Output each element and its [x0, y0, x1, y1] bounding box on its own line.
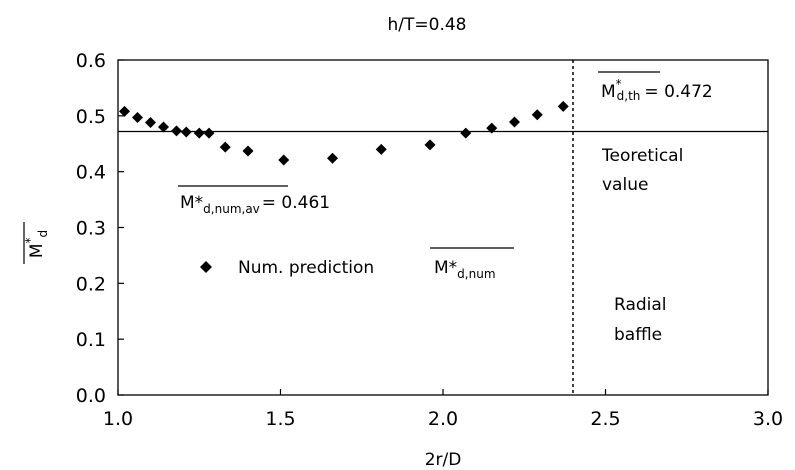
data-point: [145, 117, 156, 129]
theoretical-sup: *: [616, 77, 622, 91]
legend-symbol-sub: d,num: [457, 267, 495, 281]
data-point: [203, 127, 215, 139]
y-axis-label-sup: *: [23, 237, 37, 243]
average-value: = 0.461: [262, 193, 330, 213]
y-tick-label: 0.2: [76, 273, 106, 295]
legend-marker-diamond: [200, 261, 212, 273]
y-tick-label: 0.6: [76, 50, 106, 72]
chart-title: h/T=0.48: [388, 15, 467, 35]
x-tick-label: 1.5: [265, 408, 295, 430]
y-tick-label: 0.0: [76, 385, 106, 407]
y-tick-label: 0.3: [76, 218, 106, 240]
data-point: [180, 126, 192, 138]
data-point: [158, 121, 169, 133]
data-point: [132, 112, 143, 124]
data-point: [375, 143, 387, 155]
theoretical-sub: d,th: [617, 89, 641, 103]
x-tick-label: 2.5: [590, 408, 620, 430]
data-point: [219, 141, 231, 153]
theoretical-value: = 0.472: [644, 82, 712, 102]
average-sub: d,num,av: [203, 202, 260, 216]
data-point: [327, 152, 338, 164]
x-tick-label: 3.0: [753, 408, 783, 430]
y-axis-label-main: M: [27, 243, 47, 258]
theoretical-annotation: M* d,th = 0.472: [598, 71, 713, 103]
x-tick-label: 2.0: [428, 408, 458, 430]
y-tick-label: 0.1: [76, 329, 106, 351]
x-axis-label: 2r/D: [425, 450, 462, 470]
x-tick-label: 1.0: [103, 408, 133, 430]
average-annotation: M*d,num,av = 0.461: [178, 185, 330, 216]
data-point: [242, 145, 254, 157]
data-point: [460, 127, 472, 139]
average-main: M*: [180, 193, 203, 213]
teoretical-label-line2: value: [602, 175, 648, 195]
plot-frame: [117, 59, 769, 396]
data-point: [278, 154, 290, 166]
svg-text:M*d: M*d: [23, 230, 50, 258]
y-axis-label: M*d: [23, 222, 50, 264]
x-axis: 1.0 1.5 2.0 2.5 3.0: [103, 389, 783, 430]
radial-label-line2: baffle: [614, 325, 662, 345]
y-tick-label: 0.4: [76, 162, 106, 184]
legend-label: Num. prediction: [238, 258, 374, 278]
legend: Num. prediction M*d,num: [200, 247, 514, 281]
svg-text:M*d,num,av= 0.461: M*d,num,av = 0.461: [180, 193, 330, 216]
theoretical-main: M: [601, 82, 616, 102]
data-point: [486, 122, 498, 134]
data-point: [171, 125, 182, 137]
data-point: [424, 139, 436, 151]
data-point: [119, 105, 130, 117]
svg-text:M*d,th= 0.472: M* d,th = 0.472: [601, 77, 713, 103]
y-axis: 0.0 0.1 0.2 0.3 0.4 0.5 0.6: [76, 50, 124, 407]
y-tick-label: 0.5: [76, 106, 106, 128]
svg-text:M*d,num: M*d,num: [434, 258, 496, 281]
legend-symbol-main: M*: [434, 258, 457, 278]
teoretical-label-line1: Teoretical: [601, 146, 683, 166]
radial-label-line1: Radial: [614, 295, 667, 315]
num-prediction-series: [119, 100, 569, 166]
y-axis-label-sub: d: [36, 230, 50, 238]
data-point: [509, 116, 520, 128]
data-point: [193, 127, 205, 139]
data-point: [557, 100, 569, 112]
data-point: [531, 109, 543, 121]
